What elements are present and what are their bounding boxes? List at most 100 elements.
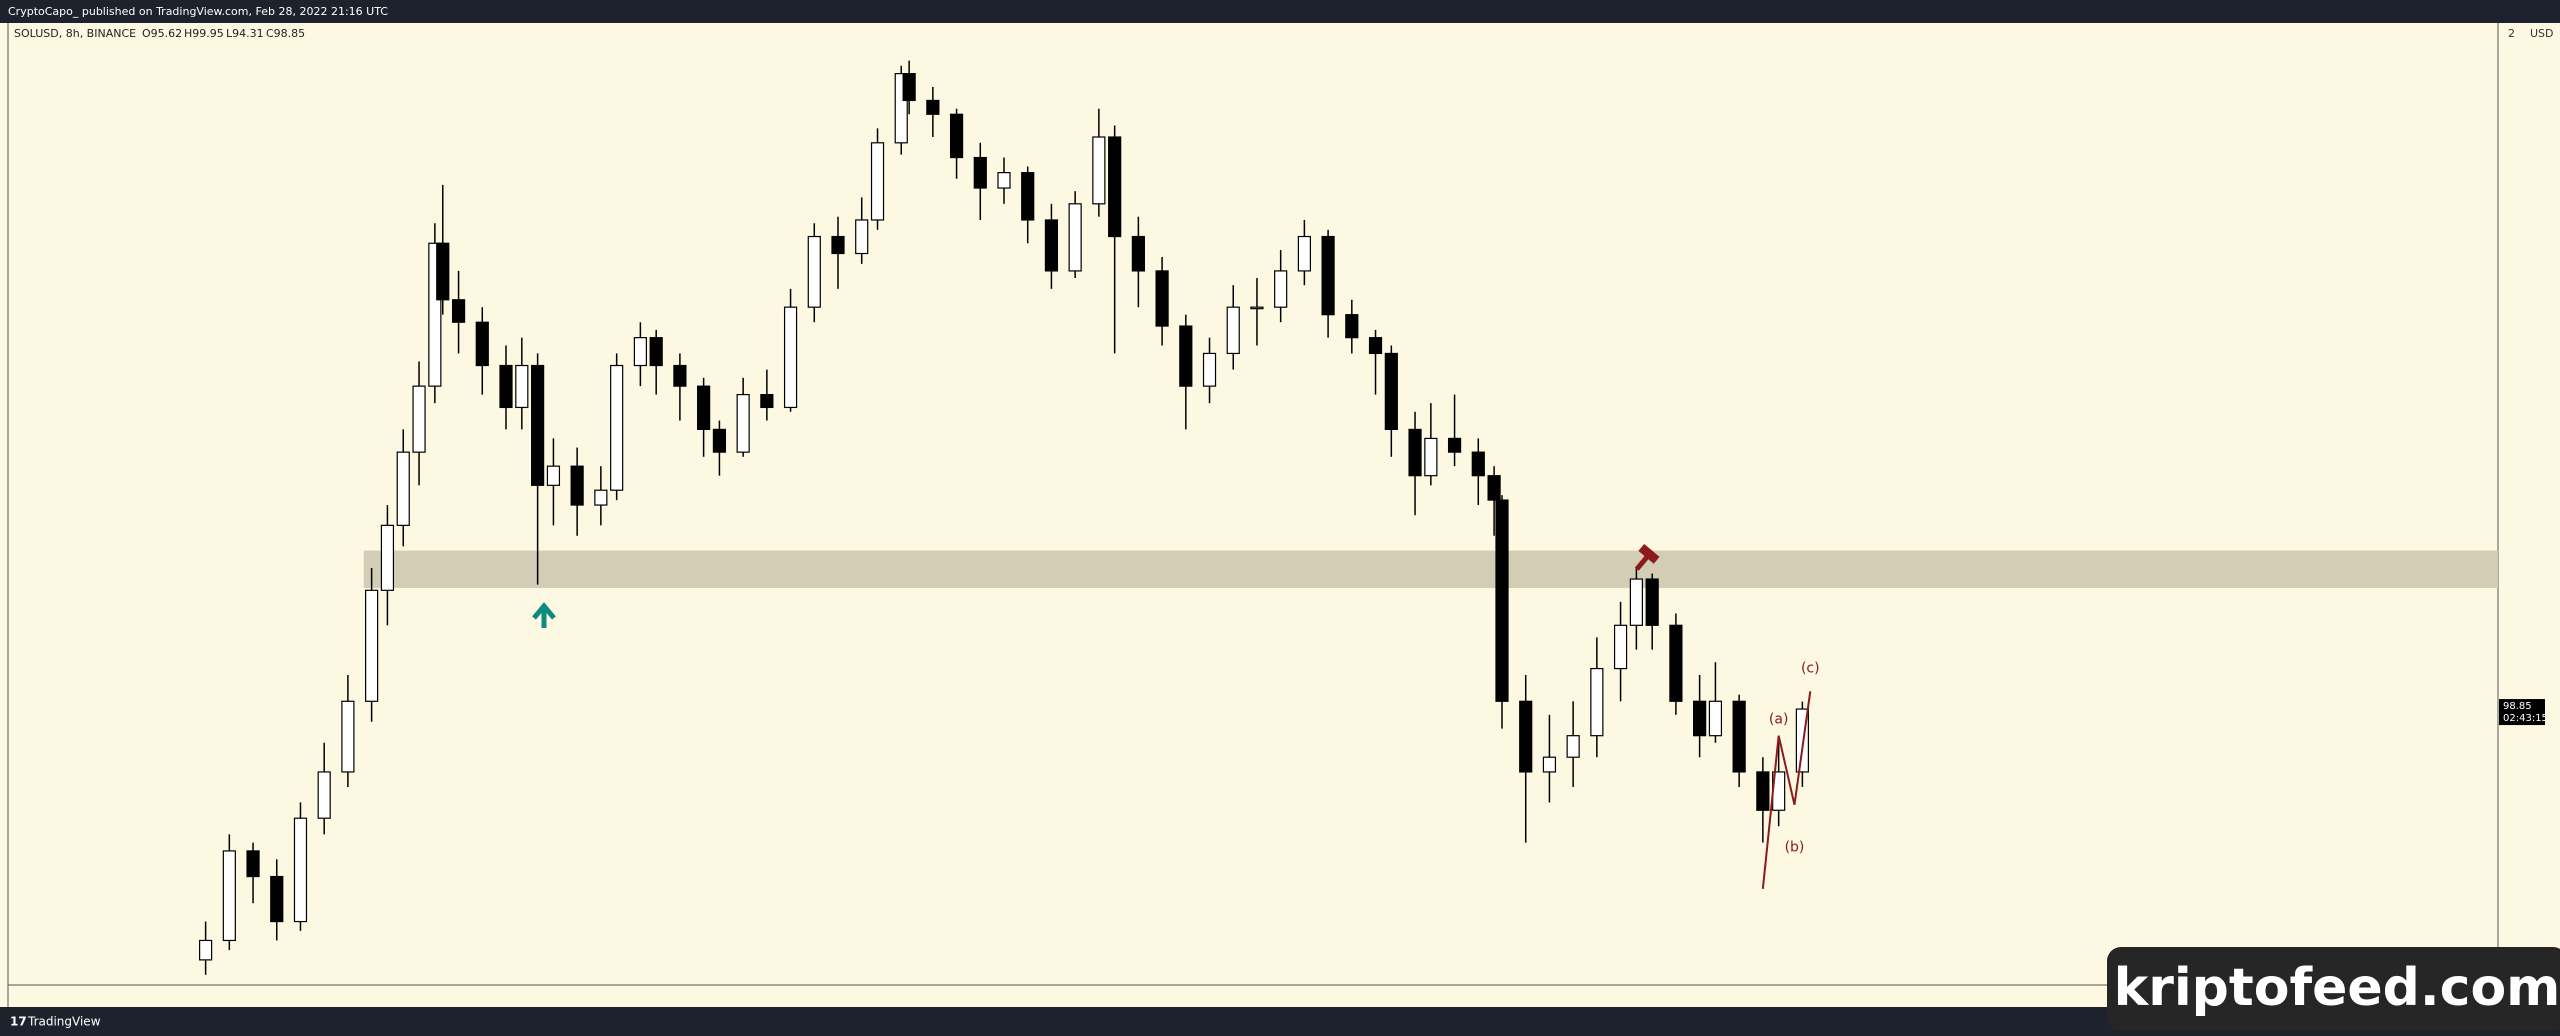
candle-body [1044, 219, 1059, 272]
y-tick-label: 117.50 [2506, 586, 2545, 599]
candle-body [499, 364, 513, 409]
y-tick-label: 135.50 [2506, 491, 2545, 504]
support-arrow-icon [532, 602, 556, 628]
y-tick-label: 87.50 [2506, 784, 2538, 797]
x-tick-label: 24 [1519, 990, 1533, 1003]
y-tick-label: 212.00 [2506, 190, 2545, 203]
currency: USD [2530, 27, 2554, 40]
candle-body [926, 99, 940, 115]
wave-label: (b) [1785, 840, 1805, 856]
wave-label: (a) [1769, 712, 1789, 728]
candle-body [736, 393, 750, 453]
y-tick-label: 180.00 [2506, 300, 2545, 313]
x-tick-label: 23 [1029, 990, 1043, 1003]
y-tick-label: 129.50 [2506, 521, 2545, 534]
candle-body [649, 337, 663, 367]
candle-body [199, 939, 213, 961]
x-tick-label: Dec [1088, 990, 1109, 1003]
candle-body [1519, 700, 1533, 773]
candle-body [1202, 352, 1217, 387]
y-tick-label: 111.50 [2506, 621, 2545, 634]
candle-body [697, 385, 711, 431]
candle-body [1250, 306, 1264, 310]
symbol-legend: SOLUSD, 8h, BINANCE O95.62 H99.95 L94.31… [14, 27, 305, 40]
candle-body [341, 700, 355, 773]
candle-body [1487, 475, 1501, 501]
x-tick-label: 23 [301, 990, 315, 1003]
last-price-tag [2499, 699, 2545, 726]
watermark: kriptofeed.com [2114, 958, 2560, 1018]
candle-body [1021, 172, 1035, 221]
brand[interactable]: TradingView [27, 1015, 101, 1029]
brand-logo: 17 [10, 1015, 27, 1029]
top-bar [0, 0, 2560, 23]
y-tick-label: 77.50 [2506, 865, 2538, 878]
x-tick-label: 2022 [1330, 990, 1358, 1003]
y-tick-label: 103.50 [2506, 671, 2545, 684]
candle-body [1226, 306, 1240, 355]
candle-body [949, 113, 964, 159]
candle-body [475, 321, 489, 367]
y-tick-label: 71.50 [2506, 919, 2538, 932]
x-tick-label: 19 [25, 990, 39, 1003]
y-tick-label: 141.50 [2506, 462, 2545, 475]
candle-body [293, 817, 308, 923]
resistance-zone [363, 550, 2498, 589]
y-tick-label: 188.00 [2506, 271, 2545, 284]
candle-body [712, 428, 727, 453]
candle-body [1321, 235, 1335, 316]
y-tick-label: 230.00 [2506, 136, 2545, 149]
candle-body [1732, 700, 1746, 773]
candle-body [451, 299, 466, 323]
candle-body [673, 364, 687, 387]
x-tick-label: 14 [1906, 990, 1920, 1003]
y-tick-label: 80.50 [2506, 840, 2538, 853]
candle-body [831, 235, 845, 255]
x-tick-label: Nov [851, 990, 873, 1003]
y-tick-label: 156.50 [2506, 394, 2545, 407]
y-tick-label: 74.50 [2506, 892, 2538, 905]
plot-area: 260.00 250.00 240.00 230.00 220.00 212.00 204.… [25, 54, 2545, 1003]
candle-body [1424, 437, 1438, 477]
candle-body [807, 235, 821, 308]
x-tick-label: 13 [1187, 990, 1201, 1003]
candle-body [1068, 203, 1082, 272]
watermark-box [2107, 947, 2560, 1031]
candle-body [1179, 325, 1193, 387]
x-tick-label: 10 [1408, 990, 1422, 1003]
candle-body [1542, 756, 1557, 773]
x-tick-label: 15 [965, 990, 979, 1003]
y-tick-label: 240.00 [2506, 107, 2545, 120]
candle-body [1756, 771, 1770, 811]
x-tick-label: 21 [1250, 990, 1264, 1003]
candle-body [633, 337, 647, 367]
candle-body [870, 142, 885, 221]
y-tick-label: 204.00 [2506, 216, 2545, 229]
x-tick-label: 19 [752, 990, 766, 1003]
high-value: H99.95 [184, 27, 224, 40]
candle-body [1297, 235, 1311, 272]
y-tick-label: 260.00 [2506, 54, 2545, 67]
candle-body [1274, 270, 1288, 308]
candle-body [997, 172, 1011, 189]
x-tick-label: Apr [2046, 990, 2066, 1003]
candle-body [317, 771, 331, 819]
x-tick-label: 21 [531, 990, 545, 1003]
candle-body [783, 306, 798, 409]
candle-body [1590, 667, 1604, 737]
candle-body [855, 219, 869, 255]
candle-body [1645, 578, 1659, 626]
settings-icon[interactable]: 2 [2508, 27, 2515, 40]
candle-body [396, 451, 410, 526]
candle-body [1566, 735, 1580, 758]
candle-body [1368, 337, 1383, 355]
candle-body [412, 385, 426, 453]
close-value: C98.85 [266, 27, 305, 40]
wave-label: (c) [1801, 661, 1820, 677]
y-tick-label: 164.00 [2506, 363, 2545, 376]
x-tick-label: Oct [607, 990, 627, 1003]
candle-body [594, 489, 608, 506]
x-tick-label: Aug [124, 990, 145, 1003]
y-tick-label: 250.00 [2506, 80, 2545, 93]
